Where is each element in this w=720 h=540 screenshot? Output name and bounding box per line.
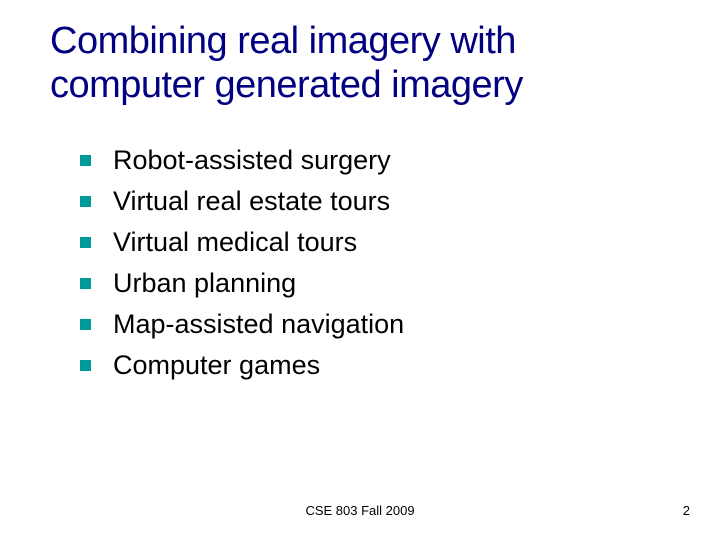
bullet-text: Computer games: [113, 350, 320, 381]
bullet-text: Robot-assisted surgery: [113, 145, 391, 176]
square-bullet-icon: [80, 237, 91, 248]
list-item: Robot-assisted surgery: [80, 145, 680, 176]
bullet-text: Virtual medical tours: [113, 227, 357, 258]
square-bullet-icon: [80, 196, 91, 207]
bullet-text: Virtual real estate tours: [113, 186, 390, 217]
list-item: Virtual real estate tours: [80, 186, 680, 217]
list-item: Map-assisted navigation: [80, 309, 680, 340]
bullet-list: Robot-assisted surgery Virtual real esta…: [50, 145, 680, 381]
page-number: 2: [683, 503, 690, 518]
list-item: Virtual medical tours: [80, 227, 680, 258]
bullet-text: Urban planning: [113, 268, 296, 299]
square-bullet-icon: [80, 155, 91, 166]
list-item: Computer games: [80, 350, 680, 381]
square-bullet-icon: [80, 360, 91, 371]
slide-container: Combining real imagery with computer gen…: [0, 0, 720, 540]
footer-text: CSE 803 Fall 2009: [305, 503, 414, 518]
slide-title: Combining real imagery with computer gen…: [50, 20, 680, 107]
bullet-text: Map-assisted navigation: [113, 309, 404, 340]
square-bullet-icon: [80, 319, 91, 330]
list-item: Urban planning: [80, 268, 680, 299]
square-bullet-icon: [80, 278, 91, 289]
